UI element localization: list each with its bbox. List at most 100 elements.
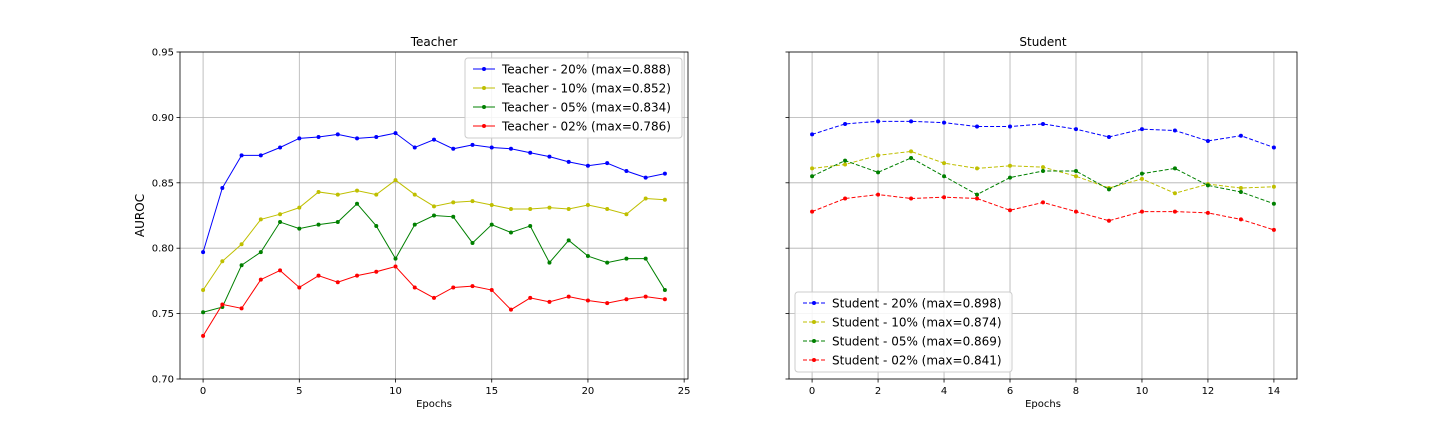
legend-label: Teacher - 02% (max=0.786) bbox=[501, 120, 671, 134]
legend-swatch-marker bbox=[482, 67, 486, 71]
legend-swatch-marker bbox=[812, 301, 816, 305]
data-point bbox=[1139, 171, 1144, 176]
data-point bbox=[1139, 209, 1144, 214]
data-point bbox=[470, 284, 475, 289]
data-point bbox=[975, 192, 980, 197]
data-point bbox=[1139, 176, 1144, 181]
data-point bbox=[662, 297, 667, 302]
data-point bbox=[566, 294, 571, 299]
data-point bbox=[643, 256, 648, 261]
series-line bbox=[811, 120, 1275, 148]
y-tick-label: 0.70 bbox=[152, 375, 174, 386]
data-point bbox=[643, 294, 648, 299]
data-point bbox=[1139, 127, 1144, 132]
y-tick-label: 0.80 bbox=[152, 244, 174, 255]
data-point bbox=[355, 273, 360, 278]
data-point bbox=[810, 174, 815, 179]
data-point bbox=[1172, 128, 1177, 133]
data-point bbox=[605, 206, 610, 211]
data-point bbox=[605, 301, 610, 306]
data-point bbox=[393, 131, 398, 136]
data-point bbox=[374, 269, 379, 274]
data-point bbox=[220, 302, 225, 307]
legend-swatch-marker bbox=[482, 124, 486, 128]
data-point bbox=[239, 263, 244, 268]
data-point bbox=[909, 155, 914, 160]
data-point bbox=[297, 285, 302, 290]
series-2 bbox=[201, 201, 667, 315]
data-point bbox=[316, 189, 321, 194]
x-tick-label: 0 bbox=[809, 386, 815, 397]
data-point bbox=[547, 299, 552, 304]
data-point bbox=[1172, 166, 1177, 171]
data-point bbox=[201, 333, 206, 338]
data-point bbox=[547, 205, 552, 210]
data-point bbox=[909, 149, 914, 154]
data-point bbox=[1041, 169, 1045, 174]
data-point bbox=[508, 146, 513, 151]
series-line bbox=[202, 265, 665, 337]
data-point bbox=[624, 169, 629, 174]
data-point bbox=[1008, 208, 1013, 213]
x-tick-label: 20 bbox=[582, 386, 595, 397]
data-point bbox=[843, 121, 848, 126]
data-point bbox=[1205, 183, 1210, 188]
data-point bbox=[585, 298, 590, 303]
data-point bbox=[1073, 174, 1078, 179]
data-point bbox=[432, 295, 436, 300]
x-axis-label: Epochs bbox=[416, 399, 452, 410]
legend-swatch-marker bbox=[482, 86, 486, 90]
data-point bbox=[393, 264, 398, 269]
data-point bbox=[605, 161, 610, 166]
data-point bbox=[278, 145, 283, 150]
data-point bbox=[1271, 145, 1276, 150]
data-point bbox=[355, 136, 360, 141]
data-point bbox=[297, 136, 302, 141]
x-tick-label: 10 bbox=[1136, 386, 1149, 397]
y-tick-label: 0.75 bbox=[152, 309, 174, 320]
data-point bbox=[876, 192, 881, 197]
data-point bbox=[843, 158, 848, 163]
data-point bbox=[942, 161, 947, 166]
data-point bbox=[355, 188, 360, 193]
data-point bbox=[297, 226, 302, 231]
data-point bbox=[258, 153, 263, 158]
y-axis-label: AUROC bbox=[133, 194, 147, 237]
data-point bbox=[643, 196, 648, 201]
data-point bbox=[810, 166, 815, 171]
data-point bbox=[566, 206, 571, 211]
data-point bbox=[662, 197, 667, 202]
data-point bbox=[1238, 186, 1243, 191]
data-point bbox=[508, 307, 513, 312]
data-point bbox=[355, 201, 360, 206]
data-point bbox=[432, 137, 436, 142]
data-point bbox=[876, 119, 881, 124]
legend-swatch-marker bbox=[812, 320, 816, 324]
data-point bbox=[942, 195, 947, 200]
data-point bbox=[547, 154, 552, 159]
data-point bbox=[1041, 200, 1045, 205]
x-tick-label: 14 bbox=[1268, 386, 1281, 397]
data-point bbox=[316, 135, 321, 140]
data-point bbox=[335, 192, 340, 197]
data-point bbox=[605, 260, 610, 265]
data-point bbox=[335, 280, 340, 285]
series-3 bbox=[810, 192, 1276, 232]
data-point bbox=[810, 209, 815, 214]
data-point bbox=[662, 288, 667, 293]
data-point bbox=[201, 310, 206, 315]
data-point bbox=[1271, 201, 1276, 206]
data-point bbox=[624, 212, 629, 217]
series-line bbox=[811, 157, 1275, 205]
data-point bbox=[374, 135, 379, 140]
data-point bbox=[1271, 184, 1276, 189]
series-3 bbox=[201, 264, 667, 338]
x-tick-label: 5 bbox=[296, 386, 302, 397]
data-point bbox=[297, 205, 302, 210]
y-tick-label: 0.95 bbox=[152, 48, 174, 59]
data-point bbox=[528, 223, 533, 228]
data-point bbox=[942, 120, 947, 125]
x-tick-label: 12 bbox=[1202, 386, 1215, 397]
